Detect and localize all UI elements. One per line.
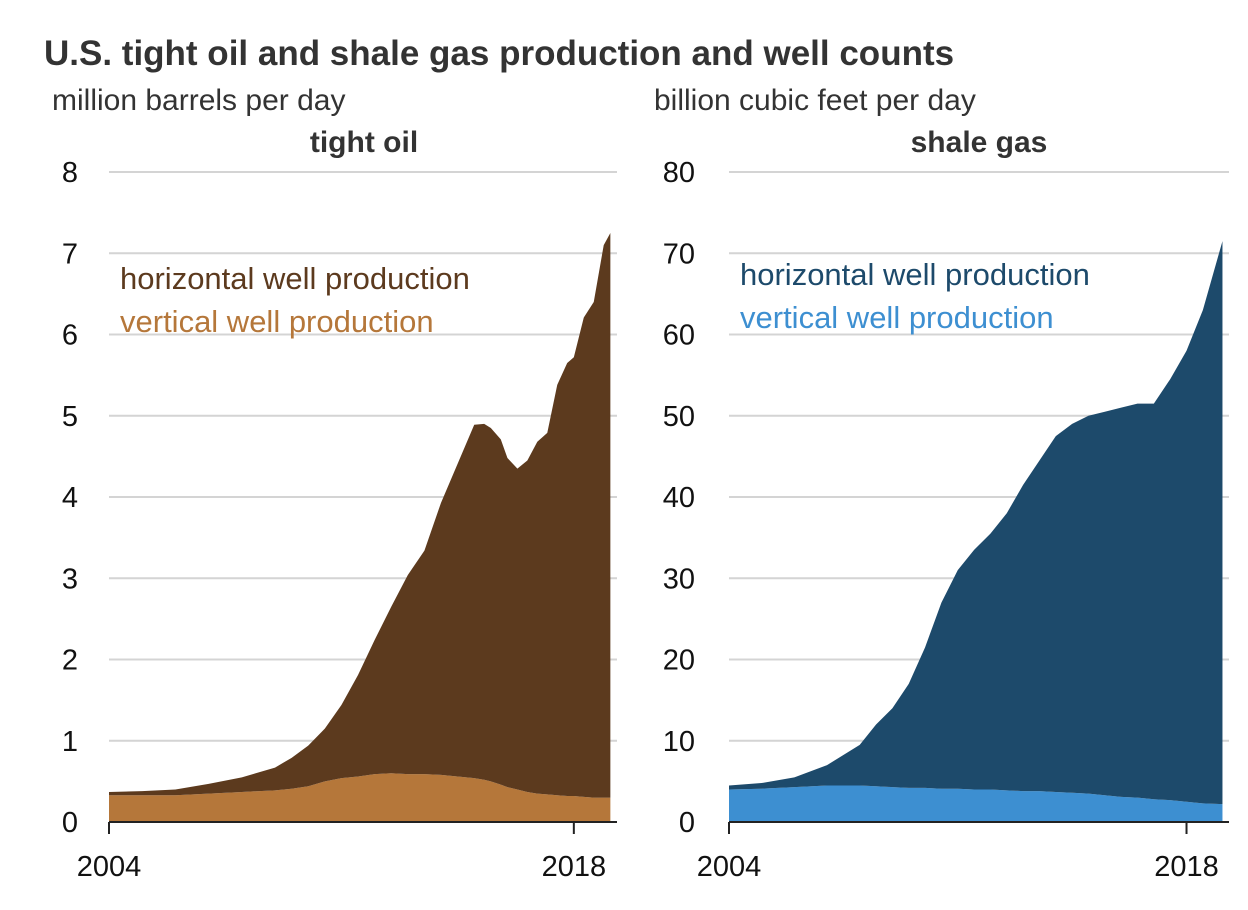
shale-gas-legend-horizontal-well-production: horizontal well production [740,257,1090,292]
shale-gas-panel: 0 10 20 30 40 50 60 70 80 2004 2018 horizontal well… [663,157,1229,883]
shale-gas-y-tick-label: 60 [663,320,695,352]
tight-oil-y-tick-label: 4 [62,482,78,514]
tight-oil-vertical-well-production-area [109,773,611,822]
tight-oil-y-tick-label: 8 [62,157,78,189]
shale-gas-y-tick-label: 80 [663,157,695,189]
tight-oil-y-tick-label: 7 [62,238,78,270]
shale-gas-y-tick-label: 10 [663,726,695,758]
tight-oil-panel: 0 1 2 3 4 5 6 7 8 2004 2018 horizontal well product… [62,157,617,883]
shale-gas-y-tick-label: 40 [663,482,695,514]
tight-oil-x-tick-label: 2004 [77,851,142,883]
tight-oil-unit-label: million barrels per day [52,84,346,117]
tight-oil-legend-vertical-well-production: vertical well production [120,304,434,339]
shale-gas-y-tick-label: 20 [663,645,695,677]
tight-oil-y-tick-label: 5 [62,401,78,433]
shale-gas-y-tick-label: 70 [663,238,695,270]
shale-gas-y-tick-label: 0 [679,807,695,839]
tight-oil-y-tick-label: 2 [62,645,78,677]
shale-gas-horizontal-well-production-area [729,241,1223,805]
tight-oil-y-tick-label: 1 [62,726,78,758]
shale-gas-legend-vertical-well-production: vertical well production [740,300,1054,335]
shale-gas-y-tick-label: 30 [663,563,695,595]
shale-gas-unit-label: billion cubic feet per day [654,84,976,117]
shale-gas-panel-title: shale gas [910,126,1048,159]
tight-oil-y-tick-label: 6 [62,320,78,352]
tight-oil-y-tick-label: 0 [62,807,78,839]
shale-gas-y-tick-label: 50 [663,401,695,433]
tight-oil-horizontal-well-production-area [109,232,611,798]
tight-oil-panel-title: tight oil [309,126,419,159]
shale-gas-vertical-well-production-area [729,785,1223,822]
chart-title: U.S. tight oil and shale gas production … [44,34,955,73]
tight-oil-legend-horizontal-well-production: horizontal well production [120,261,470,296]
tight-oil-x-tick-label: 2018 [542,851,607,883]
shale-gas-x-tick-label: 2004 [697,851,762,883]
shale-gas-x-tick-label: 2018 [1154,851,1219,883]
tight-oil-y-tick-label: 3 [62,563,78,595]
